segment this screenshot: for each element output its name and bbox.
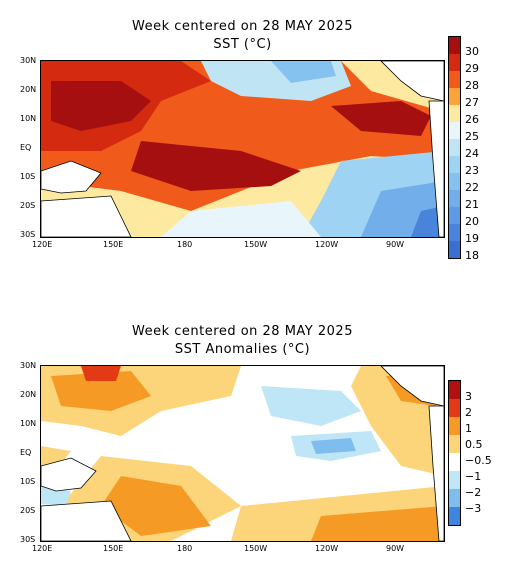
sst-lon-label: 150W	[244, 240, 268, 249]
anom-colorbar-label: −0.5	[465, 454, 492, 467]
sst-colorbar-swatch	[449, 156, 460, 173]
sst-colorbar-swatch	[449, 241, 460, 258]
anom-colorbar-label: −2	[465, 486, 482, 499]
anom-colorbar-swatch	[449, 453, 460, 471]
sst-colorbar-swatch	[449, 190, 460, 207]
anom-colorbar-label: 2	[465, 406, 472, 419]
anom-lat-label: 10N	[20, 419, 37, 428]
sst-colorbar-label: 24	[465, 147, 479, 160]
anom-lon-label: 90W	[386, 544, 405, 553]
anom-lon-label: 150E	[103, 544, 124, 553]
anom-lat-label: 20N	[20, 390, 37, 399]
sst-lat-label: 30S	[20, 230, 36, 239]
sst-colorbar-swatch	[449, 224, 460, 241]
anom-lon-label: 150W	[244, 544, 268, 553]
sst-colorbar-label: 29	[465, 62, 479, 75]
anom-lat-label: 20S	[20, 506, 36, 515]
anom-lon-label: 180	[177, 544, 193, 553]
anom-colorbar-swatch	[449, 507, 460, 525]
sst-colorbar-swatch	[449, 37, 460, 54]
anom-colorbar-label: 0.5	[465, 438, 483, 451]
sst-colorbar-label: 20	[465, 215, 479, 228]
sst-colorbar-swatch	[449, 122, 460, 139]
sst-colorbar-swatch	[449, 54, 460, 71]
sst-lat-label: 20N	[20, 85, 37, 94]
sst-colorbar-label: 28	[465, 79, 479, 92]
sst-lon-label: 150E	[103, 240, 124, 249]
sst-lon-label: 120W	[315, 240, 339, 249]
anom-colorbar-label: 3	[465, 390, 472, 403]
sst-colorbar-label: 18	[465, 249, 479, 262]
sst-colorbar-swatch	[449, 105, 460, 122]
anom-colorbar-swatch	[449, 417, 460, 435]
anom-colorbar	[448, 380, 461, 526]
anom-lat-label: EQ	[20, 448, 32, 457]
sst-title-line1: Week centered on 28 MAY 2025	[132, 19, 353, 34]
sst-colorbar-label: 19	[465, 232, 479, 245]
anom-colorbar-swatch	[449, 381, 460, 399]
sst-lat-label: EQ	[20, 143, 32, 152]
sst-colorbar-label: 30	[465, 45, 479, 58]
sst-lon-label: 90W	[386, 240, 405, 249]
sst-lat-label: 10S	[20, 172, 36, 181]
anom-title-line2: SST Anomalies (°C)	[174, 342, 311, 357]
sst-colorbar-swatch	[449, 71, 460, 88]
sst-lon-label: 180	[177, 240, 193, 249]
sst-colorbar-label: 21	[465, 198, 479, 211]
sst-lon-label: 120E	[32, 240, 53, 249]
sst-colorbar-label: 23	[465, 164, 479, 177]
anom-colorbar-swatch	[449, 435, 460, 453]
sst-title-line2: SST (°C)	[213, 37, 272, 52]
anom-colorbar-swatch	[449, 489, 460, 507]
anom-colorbar-swatch	[449, 471, 460, 489]
sst-lat-label: 20S	[20, 201, 36, 210]
anom-title-line1: Week centered on 28 MAY 2025	[132, 324, 353, 339]
anom-lon-label: 120W	[315, 544, 339, 553]
sst-colorbar-label: 25	[465, 130, 479, 143]
anom-lat-label: 30N	[20, 361, 37, 370]
anom-lon-label: 120E	[32, 544, 53, 553]
sst-colorbar-swatch	[449, 207, 460, 224]
sst-colorbar-label: 22	[465, 181, 479, 194]
sst-map	[40, 60, 445, 238]
anom-colorbar-swatch	[449, 399, 460, 417]
sst-lat-label: 30N	[20, 56, 37, 65]
sst-colorbar-swatch	[449, 139, 460, 156]
sst-lat-label: 10N	[20, 114, 37, 123]
anom-colorbar-label: −1	[465, 470, 482, 483]
sst-colorbar-swatch	[449, 173, 460, 190]
sst-colorbar-label: 26	[465, 113, 479, 126]
sst-colorbar	[448, 36, 461, 259]
anom-lat-label: 30S	[20, 535, 36, 544]
anom-lat-label: 10S	[20, 477, 36, 486]
anom-colorbar-label: −3	[465, 502, 482, 515]
anom-colorbar-label: 1	[465, 422, 472, 435]
sst-colorbar-label: 27	[465, 96, 479, 109]
anomaly-map	[40, 365, 445, 542]
sst-colorbar-swatch	[449, 88, 460, 105]
